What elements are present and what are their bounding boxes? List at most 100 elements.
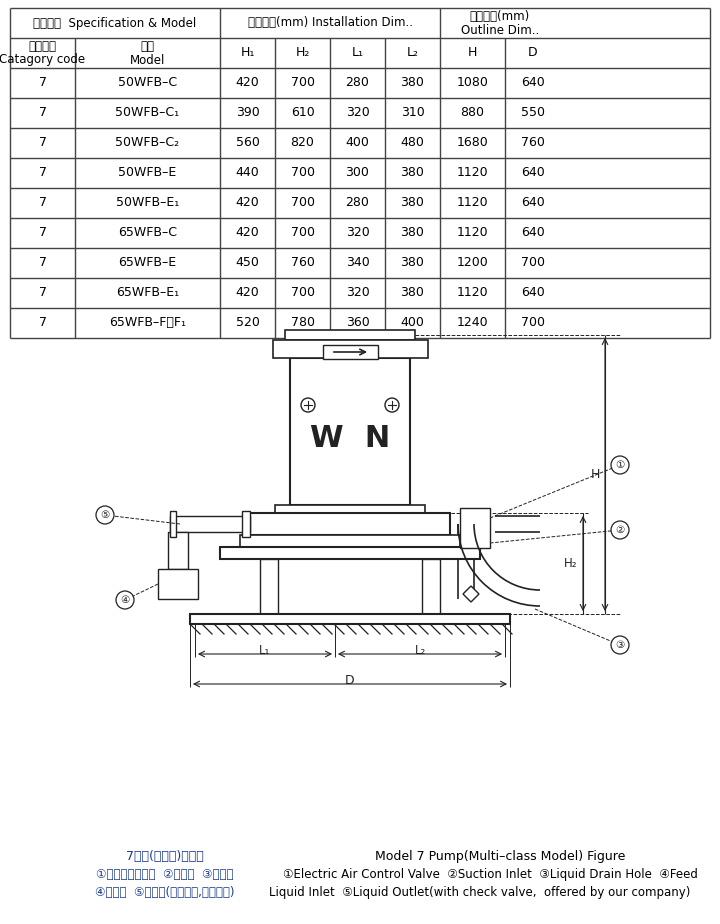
Text: Liquid Inlet  ⑤Liquid Outlet(with check valve,  offered by our company): Liquid Inlet ⑤Liquid Outlet(with check v… [269, 886, 690, 899]
Text: ①: ① [616, 460, 625, 470]
Text: 640: 640 [521, 197, 544, 210]
Bar [460, 508, 490, 548]
Text: 安装尺寸(mm) Installation Dim..: 安装尺寸(mm) Installation Dim.. [248, 17, 413, 30]
Bar [260, 559, 278, 614]
Text: 50WFB–E: 50WFB–E [118, 166, 176, 179]
Text: 380: 380 [400, 286, 424, 299]
Text: 380: 380 [400, 257, 424, 270]
Text: L₁: L₁ [351, 46, 364, 59]
Text: 420: 420 [235, 226, 259, 239]
Text: W  N: W N [310, 424, 390, 454]
Text: 50WFB–C₁: 50WFB–C₁ [115, 106, 179, 119]
Text: 65WFB–E₁: 65WFB–E₁ [116, 286, 179, 299]
Text: 760: 760 [521, 137, 544, 150]
Text: 型号: 型号 [140, 41, 155, 54]
Text: Catagory code: Catagory code [0, 54, 86, 67]
Text: 280: 280 [346, 77, 369, 90]
Text: 880: 880 [461, 106, 485, 119]
Text: 7: 7 [38, 317, 47, 330]
Text: 65WFB–F・F₁: 65WFB–F・F₁ [109, 317, 186, 330]
Text: 700: 700 [290, 286, 315, 299]
Text: 640: 640 [521, 286, 544, 299]
Bar [170, 516, 250, 532]
Text: 50WFB–C₂: 50WFB–C₂ [115, 137, 179, 150]
Circle shape [301, 398, 315, 412]
Text: 450: 450 [235, 257, 259, 270]
Bar [422, 559, 440, 614]
Text: 1080: 1080 [456, 77, 488, 90]
Bar [290, 358, 410, 505]
Text: ①电动空气控制阀  ②吸液口  ③放空口: ①电动空气控制阀 ②吸液口 ③放空口 [96, 868, 234, 881]
Bar [323, 345, 378, 359]
Text: ⑤: ⑤ [100, 510, 109, 520]
Text: 1120: 1120 [456, 286, 488, 299]
Text: 380: 380 [400, 197, 424, 210]
Text: 1120: 1120 [456, 166, 488, 179]
Text: 400: 400 [400, 317, 424, 330]
Text: 规格型号  Specification & Model: 规格型号 Specification & Model [33, 17, 197, 30]
Text: 400: 400 [346, 137, 369, 150]
Text: 360: 360 [346, 317, 369, 330]
Text: 640: 640 [521, 166, 544, 179]
Text: 1200: 1200 [456, 257, 488, 270]
Text: 760: 760 [291, 257, 315, 270]
Bar [220, 547, 480, 559]
Text: 7: 7 [38, 166, 47, 179]
Text: H₂: H₂ [295, 46, 310, 59]
Text: 7: 7 [38, 226, 47, 239]
Text: 7: 7 [38, 257, 47, 270]
Text: 550: 550 [521, 106, 544, 119]
Circle shape [611, 636, 629, 654]
Text: 390: 390 [235, 106, 259, 119]
Text: 700: 700 [290, 226, 315, 239]
Text: 420: 420 [235, 286, 259, 299]
Bar [168, 532, 188, 569]
Text: 480: 480 [400, 137, 424, 150]
Text: 520: 520 [235, 317, 259, 330]
Text: 7型泵(多级型)示意图: 7型泵(多级型)示意图 [126, 850, 204, 863]
Text: 700: 700 [290, 166, 315, 179]
Text: Model 7 Pump(Multi–class Model) Figure: Model 7 Pump(Multi–class Model) Figure [375, 850, 625, 863]
Text: 外形尺寸(mm): 外形尺寸(mm) [470, 10, 530, 23]
Text: 1120: 1120 [456, 226, 488, 239]
Text: Model: Model [130, 54, 165, 67]
Circle shape [611, 456, 629, 474]
Text: 380: 380 [400, 166, 424, 179]
Text: 610: 610 [291, 106, 315, 119]
Text: 7: 7 [38, 286, 47, 299]
Text: L₁: L₁ [259, 645, 271, 658]
Bar [250, 513, 450, 535]
Text: 640: 640 [521, 77, 544, 90]
Text: 420: 420 [235, 197, 259, 210]
Text: 380: 380 [400, 77, 424, 90]
Text: 300: 300 [346, 166, 369, 179]
Circle shape [116, 591, 134, 609]
Text: 1120: 1120 [456, 197, 488, 210]
Text: 700: 700 [290, 77, 315, 90]
Text: H: H [590, 468, 600, 481]
Text: ④加液口  ⑤出液口(带逆止阀,本公司供): ④加液口 ⑤出液口(带逆止阀,本公司供) [95, 886, 235, 899]
Bar [285, 330, 415, 340]
Circle shape [385, 398, 399, 412]
Bar [158, 569, 198, 599]
Circle shape [96, 506, 114, 524]
Bar [240, 535, 460, 547]
Text: 50WFB–E₁: 50WFB–E₁ [116, 197, 179, 210]
Polygon shape [463, 586, 479, 602]
Text: 780: 780 [290, 317, 315, 330]
Circle shape [611, 521, 629, 539]
Bar [190, 614, 510, 624]
Text: ①Electric Air Control Valve  ②Suction Inlet  ③Liquid Drain Hole  ④Feed: ①Electric Air Control Valve ②Suction Inl… [282, 868, 698, 881]
Text: 类别代码: 类别代码 [29, 41, 56, 54]
Text: 7: 7 [38, 106, 47, 119]
Text: 50WFB–C: 50WFB–C [118, 77, 177, 90]
Text: 7: 7 [38, 77, 47, 90]
Text: 700: 700 [290, 197, 315, 210]
Bar [273, 340, 428, 358]
Text: L₂: L₂ [415, 645, 426, 658]
Bar [170, 511, 176, 537]
Text: 1240: 1240 [456, 317, 488, 330]
Text: H₂: H₂ [564, 557, 577, 570]
Text: 280: 280 [346, 197, 369, 210]
Text: 640: 640 [521, 226, 544, 239]
